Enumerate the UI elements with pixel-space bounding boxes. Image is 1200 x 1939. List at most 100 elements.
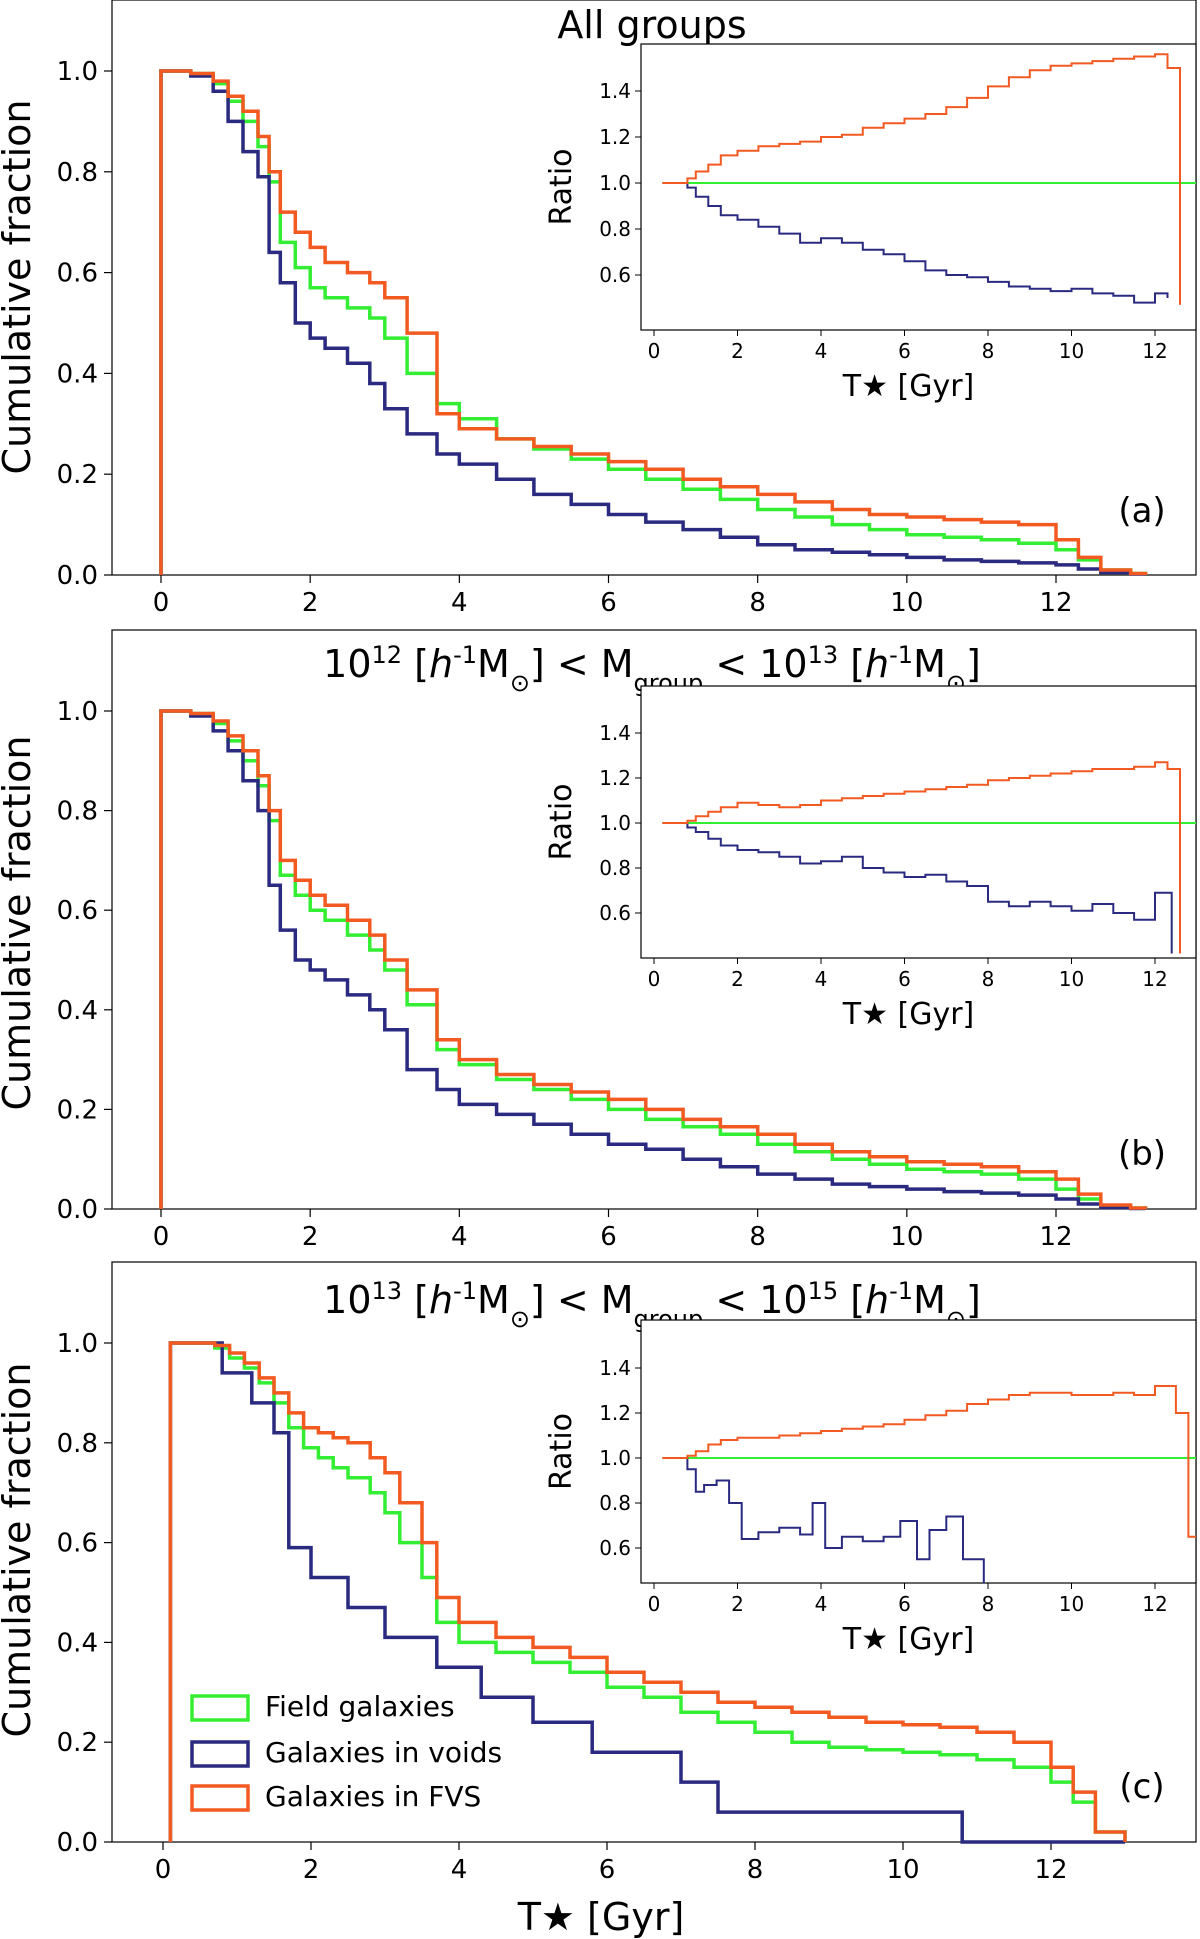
- inset-x-tick-label: 8: [982, 967, 995, 991]
- y-axis-label: Cumulative fraction: [0, 100, 39, 475]
- inset-x-tick-label: 4: [815, 1592, 828, 1616]
- y-tick-label: 0.6: [57, 896, 98, 926]
- title-part: h: [865, 1278, 889, 1322]
- title-part: ]: [966, 1278, 981, 1322]
- inset-y-tick-label: 1.4: [599, 1356, 631, 1380]
- inset-series-voids-ratio: [662, 182, 1169, 304]
- inset-x-tick-label: 10: [1059, 1592, 1084, 1616]
- x-tick-label: 4: [451, 588, 468, 618]
- inset-x-tick-label: 10: [1059, 339, 1084, 363]
- legend-label: Galaxies in FVS: [265, 1780, 481, 1813]
- title-part: -1: [889, 1277, 913, 1305]
- inset-y-tick-label: 1.2: [599, 766, 631, 790]
- inset-x-tick-label: 0: [648, 339, 661, 363]
- y-tick-label: 0.2: [57, 460, 98, 490]
- title-part: h: [429, 1278, 453, 1322]
- inset-x-tick-label: 12: [1142, 1592, 1167, 1616]
- title-part: ] < M: [530, 1278, 634, 1322]
- y-tick-label: 0.2: [57, 1095, 98, 1125]
- x-tick-label: 4: [451, 1855, 468, 1885]
- x-tick-label: 0: [153, 1222, 170, 1252]
- inset-x-axis-label: T★ [Gyr]: [842, 997, 975, 1032]
- title-part: ] < M: [530, 642, 634, 686]
- title-part: 10: [323, 642, 371, 686]
- inset-x-tick-label: 0: [648, 1592, 661, 1616]
- inset-x-axis-label: T★ [Gyr]: [842, 1622, 975, 1657]
- title-part: 13: [808, 641, 839, 669]
- inset-x-tick-label: 8: [982, 339, 995, 363]
- inset-y-tick-label: 0.8: [599, 1491, 631, 1515]
- title-part: [: [402, 642, 429, 686]
- series-line-galaxies-in-voids: [159, 69, 1148, 576]
- title-part: [: [838, 642, 865, 686]
- inset: 0.6 0.8 1.0 1.2 1.4 0 2 4 6 8 10 12 T★ [Gyr] Ratio: [544, 1319, 1197, 1657]
- title-part: 10: [323, 1278, 371, 1322]
- inset-x-tick-label: 12: [1142, 339, 1167, 363]
- inset-x-tick-label: 8: [982, 1592, 995, 1616]
- inset-x-tick-label: 6: [898, 1592, 911, 1616]
- y-tick-label: 0.0: [57, 561, 98, 591]
- inset-y-tick-label: 1.4: [599, 79, 631, 103]
- inset-x-tick-label: 12: [1142, 967, 1167, 991]
- x-tick-label: 2: [302, 1222, 319, 1252]
- y-axis-label: Cumulative fraction: [0, 736, 39, 1111]
- y-tick-label: 0.2: [57, 1728, 98, 1758]
- x-tick-label: 8: [747, 1855, 764, 1885]
- legend-label: Galaxies in voids: [265, 1736, 502, 1769]
- panel-a: All groups 0.0 0.2 0.4 0.6 0.8 1.0 0 2 4 6 8 10 12 Cum…: [0, 0, 1197, 618]
- title-part: [: [838, 1278, 865, 1322]
- x-tick-label: 8: [749, 1222, 766, 1252]
- inset-x-tick-label: 4: [815, 339, 828, 363]
- inset-y-tick-label: 1.2: [599, 125, 631, 149]
- legend-swatch: [190, 1740, 250, 1768]
- title-part: < 10: [703, 642, 807, 686]
- series-line-field-galaxies: [168, 1341, 1127, 1842]
- title-part: ⊙: [510, 1305, 530, 1333]
- title-part: < 10: [703, 1278, 807, 1322]
- inset-y-tick-label: 0.6: [599, 263, 631, 287]
- y-tick-label: 0.8: [57, 1429, 98, 1459]
- y-tick-label: 0.6: [57, 259, 98, 289]
- inset-series-fvs-ratio: [662, 1385, 1196, 1538]
- inset-x-tick-label: 4: [815, 967, 828, 991]
- inset-y-tick-label: 1.2: [599, 1401, 631, 1425]
- title-part: M: [913, 1278, 946, 1322]
- inset-series-voids-ratio: [662, 1457, 985, 1583]
- x-tick-label: 6: [600, 1222, 617, 1252]
- inset-x-tick-label: 2: [731, 339, 744, 363]
- inset-y-tick-label: 0.6: [599, 1536, 631, 1560]
- panel-title: All groups: [557, 3, 746, 47]
- legend-swatch: [190, 1784, 250, 1812]
- series-line-galaxies-in-fvs: [168, 1341, 1127, 1842]
- inset-y-tick-label: 1.4: [599, 721, 631, 745]
- title-part: M: [477, 642, 510, 686]
- x-tick-label: 2: [302, 588, 319, 618]
- inset-x-tick-label: 0: [648, 967, 661, 991]
- inset: 0.6 0.8 1.0 1.2 1.4 0 2 4 6 8 10 12 T★ [Gyr] Ratio: [544, 43, 1197, 404]
- title-part: M: [913, 642, 946, 686]
- inset-x-tick-label: 2: [731, 1592, 744, 1616]
- y-tick-label: 0.8: [57, 797, 98, 827]
- x-tick-label: 10: [886, 1855, 919, 1885]
- series-line-galaxies-in-voids: [168, 1341, 1125, 1844]
- inset-y-axis-label: Ratio: [544, 1413, 579, 1490]
- series-line-galaxies-in-voids: [159, 709, 1148, 1211]
- inset-series-fvs-ratio: [662, 53, 1181, 305]
- x-tick-label: 10: [890, 588, 923, 618]
- y-tick-label: 1.0: [57, 57, 98, 87]
- title-part: -1: [453, 1277, 477, 1305]
- x-tick-label: 8: [749, 588, 766, 618]
- x-tick-label: 12: [1039, 588, 1072, 618]
- y-tick-label: 0.0: [57, 1195, 98, 1225]
- inset: 0.6 0.8 1.0 1.2 1.4 0 2 4 6 8 10 12 T★ [Gyr] Ratio: [544, 685, 1197, 1032]
- legend: Field galaxies Galaxies in voids Galaxies …: [190, 1690, 502, 1813]
- y-tick-label: 1.0: [57, 1329, 98, 1359]
- inset-x-axis-label: T★ [Gyr]: [842, 369, 975, 404]
- inset-y-tick-label: 1.0: [599, 1446, 631, 1470]
- panel-letter: (a): [1118, 491, 1165, 531]
- title-part: -1: [889, 641, 913, 669]
- title-part: M: [477, 1278, 510, 1322]
- inset-series-voids-ratio: [662, 822, 1173, 954]
- series-line-galaxies-in-fvs: [159, 69, 1148, 576]
